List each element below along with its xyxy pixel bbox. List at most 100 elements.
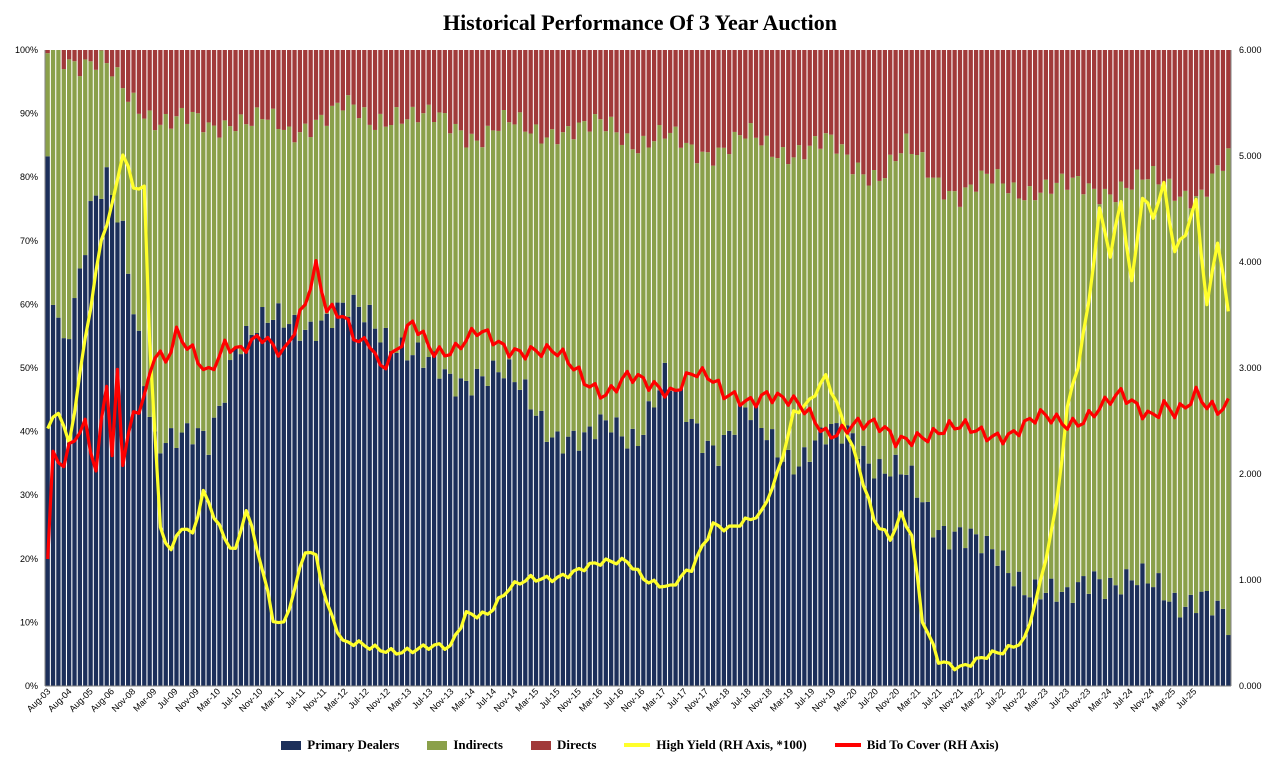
bar-directs bbox=[710, 50, 716, 166]
bar-directs bbox=[716, 50, 721, 148]
bar-indirects bbox=[1038, 192, 1043, 600]
bar-directs bbox=[174, 50, 179, 117]
bar-indirects bbox=[920, 152, 925, 503]
legend-label-high-yield: High Yield (RH Axis, *100) bbox=[656, 737, 807, 752]
bar-indirects bbox=[1145, 179, 1150, 584]
bar-primary-dealers bbox=[61, 338, 66, 686]
bar-indirects bbox=[1220, 170, 1226, 609]
bar-primary-dealers bbox=[303, 329, 308, 686]
bar-indirects bbox=[1199, 189, 1204, 592]
bar-directs bbox=[394, 50, 399, 108]
bar-directs bbox=[539, 50, 544, 144]
bar-indirects bbox=[1204, 196, 1209, 591]
bar-primary-dealers bbox=[281, 327, 286, 686]
bar-primary-dealers bbox=[1118, 594, 1124, 686]
bar-indirects bbox=[635, 153, 641, 447]
bar-primary-dealers bbox=[947, 549, 952, 686]
bar-indirects bbox=[1161, 185, 1167, 601]
bar-primary-dealers bbox=[796, 466, 802, 686]
bar-indirects bbox=[770, 156, 775, 430]
x-tick-label: Mar-25 bbox=[1150, 686, 1177, 713]
bar-indirects bbox=[233, 131, 238, 349]
bar-directs bbox=[528, 50, 533, 134]
bar-indirects bbox=[748, 123, 753, 421]
bar-indirects bbox=[614, 132, 619, 418]
bar-indirects bbox=[388, 124, 394, 352]
bar-primary-dealers bbox=[1049, 578, 1054, 686]
bar-primary-dealers bbox=[850, 433, 855, 686]
bar-indirects bbox=[603, 131, 608, 421]
legend-label-indirects: Indirects bbox=[453, 737, 503, 752]
bar-indirects bbox=[238, 114, 244, 355]
bar-indirects bbox=[292, 142, 297, 315]
bar-indirects bbox=[308, 137, 313, 322]
bar-indirects bbox=[619, 144, 625, 437]
bar-directs bbox=[646, 50, 651, 148]
bar-primary-dealers bbox=[834, 423, 839, 686]
bar-indirects bbox=[136, 113, 142, 331]
bar-directs bbox=[598, 50, 603, 120]
bar-primary-dealers bbox=[45, 156, 50, 686]
bar-primary-dealers bbox=[217, 405, 222, 686]
bar-primary-dealers bbox=[346, 316, 351, 686]
bar-directs bbox=[195, 50, 201, 114]
bar-indirects bbox=[329, 105, 335, 329]
bar-primary-dealers bbox=[131, 314, 136, 686]
bar-directs bbox=[168, 50, 174, 129]
bar-directs bbox=[67, 50, 72, 60]
legend-swatch-bid-to-cover bbox=[834, 743, 861, 747]
bar-directs bbox=[1086, 50, 1091, 184]
bar-directs bbox=[303, 50, 308, 124]
bar-directs bbox=[1177, 50, 1183, 197]
bar-primary-dealers bbox=[770, 429, 775, 686]
bar-primary-dealers bbox=[1167, 601, 1172, 686]
bar-directs bbox=[485, 50, 490, 126]
bar-indirects bbox=[888, 154, 893, 477]
bar-indirects bbox=[931, 177, 936, 538]
bar-primary-dealers bbox=[372, 328, 378, 686]
bar-indirects bbox=[469, 133, 474, 396]
bar-primary-dealers bbox=[1140, 563, 1145, 686]
bar-directs bbox=[512, 50, 517, 125]
bar-directs bbox=[287, 50, 292, 127]
bar-indirects bbox=[802, 159, 807, 448]
bar-indirects bbox=[265, 119, 270, 323]
bar-directs bbox=[1188, 50, 1193, 209]
x-tick-label: Mar-18 bbox=[704, 686, 731, 713]
bar-directs bbox=[812, 50, 818, 137]
bar-primary-dealers bbox=[356, 306, 362, 686]
bar-primary-dealers bbox=[651, 407, 657, 686]
bar-directs bbox=[984, 50, 989, 174]
bar-directs bbox=[152, 50, 158, 131]
bar-indirects bbox=[421, 113, 426, 368]
bar-primary-dealers bbox=[147, 416, 152, 686]
bar-primary-dealers bbox=[609, 432, 614, 686]
right-tick-label: 0.000 bbox=[1239, 681, 1262, 691]
bar-primary-dealers bbox=[555, 431, 560, 686]
bar-directs bbox=[807, 50, 812, 146]
bar-directs bbox=[1054, 50, 1059, 183]
bar-primary-dealers bbox=[587, 426, 592, 686]
bar-primary-dealers bbox=[190, 444, 195, 686]
bar-primary-dealers bbox=[716, 465, 721, 686]
bar-directs bbox=[238, 50, 244, 115]
bar-primary-dealers bbox=[1183, 606, 1188, 686]
bar-primary-dealers bbox=[855, 458, 861, 686]
bar-primary-dealers bbox=[523, 379, 528, 686]
bar-primary-dealers bbox=[249, 334, 254, 686]
bar-primary-dealers bbox=[877, 459, 882, 686]
bar-primary-dealers bbox=[1161, 600, 1167, 686]
x-tick-label: Mar-09 bbox=[131, 686, 158, 713]
bar-primary-dealers bbox=[399, 337, 405, 686]
bar-primary-dealers bbox=[1188, 594, 1193, 686]
bar-primary-dealers bbox=[480, 376, 485, 686]
x-tick-label: Mar-19 bbox=[768, 686, 795, 713]
bar-primary-dealers bbox=[963, 548, 968, 686]
bar-directs bbox=[823, 50, 828, 134]
bar-primary-dealers bbox=[560, 453, 566, 686]
bar-indirects bbox=[93, 69, 99, 196]
bar-primary-dealers bbox=[1145, 583, 1150, 686]
bar-primary-dealers bbox=[952, 531, 957, 686]
bar-indirects bbox=[866, 185, 871, 464]
bar-primary-dealers bbox=[780, 461, 786, 686]
